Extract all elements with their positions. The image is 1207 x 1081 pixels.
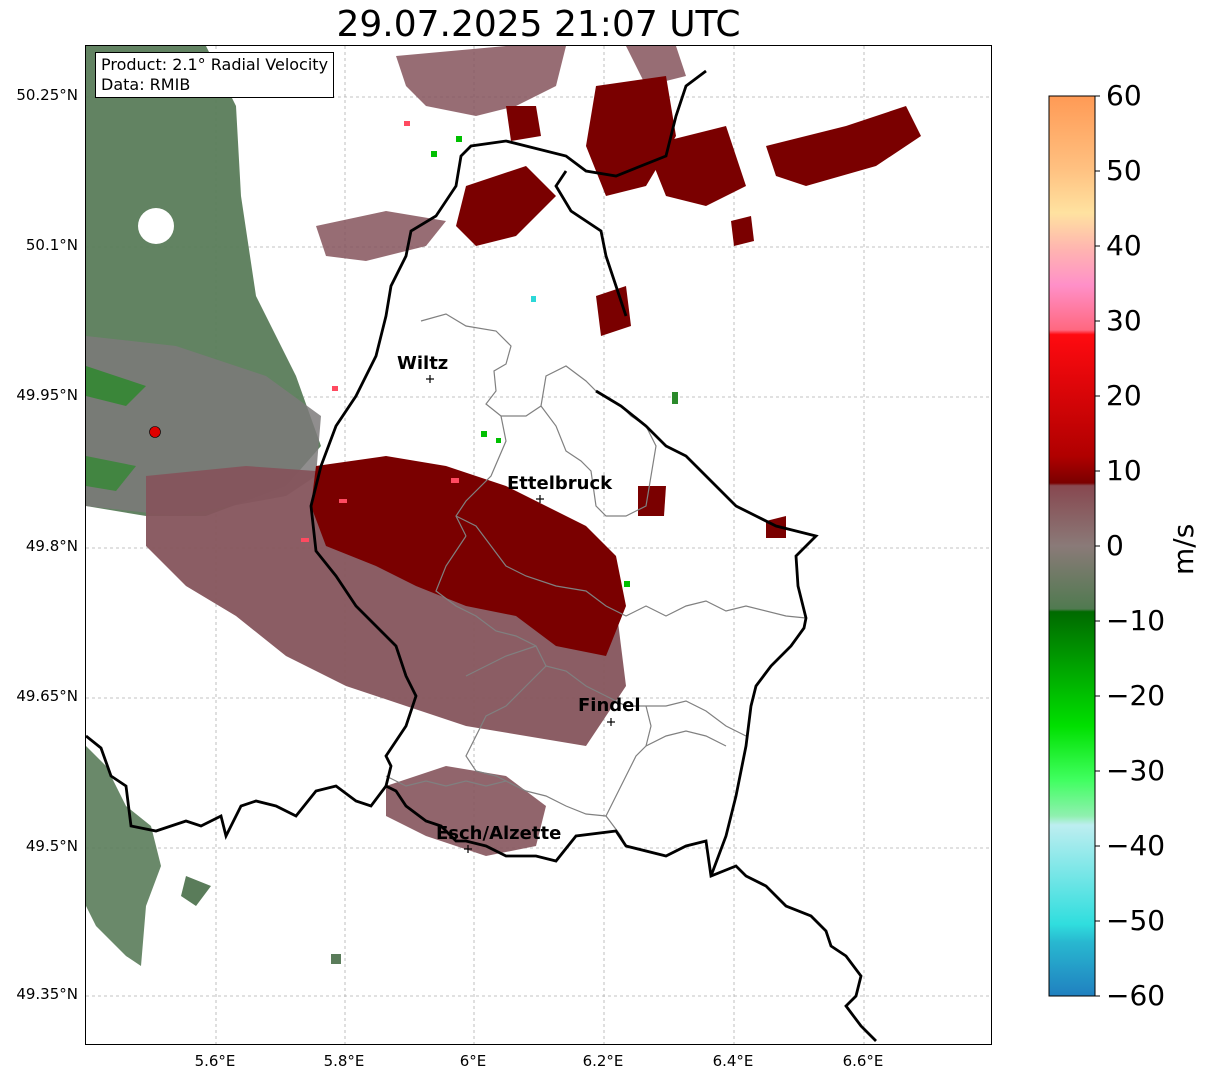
radar-map[interactable]: Wiltz Ettelbruck Findel Esch/Alzette [85,45,992,1045]
colorbar [1048,95,1100,997]
city-label-ettelbruck: Ettelbruck [507,473,613,494]
city-label-findel: Findel [578,695,641,716]
lat-tick-label: 49.65°N [16,687,78,705]
lat-tick-label: 49.5°N [25,837,78,855]
city-label-wiltz: Wiltz [397,353,448,374]
product-info-box: Product: 2.1° Radial Velocity Data: RMIB [95,52,335,98]
lat-tick-label: 50.1°N [25,236,78,254]
lon-tick-label: 6.2°E [582,1052,624,1070]
colorbar-tick-label: 0 [1106,529,1124,562]
data-source-label: Data: RMIB [101,75,191,94]
lat-tick-label: 49.8°N [25,537,78,555]
lon-tick-label: 5.8°E [323,1052,365,1070]
canton-borders [385,313,807,847]
colorbar-tick-label: 30 [1106,304,1142,337]
colorbar-tick-label: 50 [1106,154,1142,187]
colorbar-tick-label: 10 [1106,454,1142,487]
country-border [86,69,877,1042]
colorbar-tick-label: −50 [1106,904,1166,937]
colorbar-tick-label: 20 [1106,379,1142,412]
colorbar-tick-label: 60 [1106,79,1142,112]
lon-tick-label: 6.4°E [712,1052,754,1070]
lon-tick-label: 6°E [459,1052,487,1070]
colorbar-unit-label: m/s [1167,523,1200,575]
city-markers [426,375,615,853]
echo-speckle [301,121,678,587]
lat-tick-label: 49.95°N [16,386,78,404]
map-title: 29.07.2025 21:07 UTC [336,4,741,45]
echo-outbound-muted [146,46,686,856]
product-label: Product: 2.1° Radial Velocity [101,55,329,74]
colorbar-tick-label: −10 [1106,604,1166,637]
radar-map-canvas: Wiltz Ettelbruck Findel Esch/Alzette [86,46,991,1044]
lon-tick-label: 5.6°E [194,1052,236,1070]
colorbar-tick-label: −40 [1106,829,1166,862]
echo-outbound-strong [311,76,921,656]
city-label-esch-alzette: Esch/Alzette [436,823,561,844]
colorbar-tick-label: −60 [1106,979,1166,1012]
colorbar-tick-label: 40 [1106,229,1142,262]
lon-tick-label: 6.6°E [842,1052,884,1070]
lat-tick-label: 50.25°N [16,86,78,104]
colorbar-tick-label: −20 [1106,679,1166,712]
colorbar-tick-label: −30 [1106,754,1166,787]
radar-site-marker [149,426,161,438]
lat-tick-label: 49.35°N [16,985,78,1003]
